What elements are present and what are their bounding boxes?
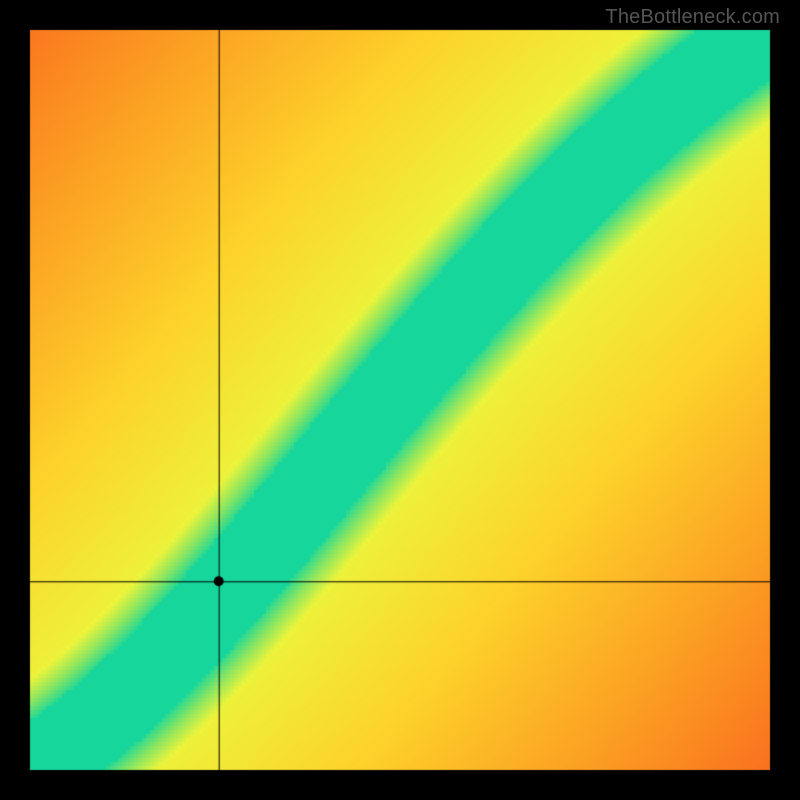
watermark-text: TheBottleneck.com <box>605 6 780 29</box>
heatmap-canvas <box>0 0 800 800</box>
chart-container: TheBottleneck.com <box>0 0 800 800</box>
